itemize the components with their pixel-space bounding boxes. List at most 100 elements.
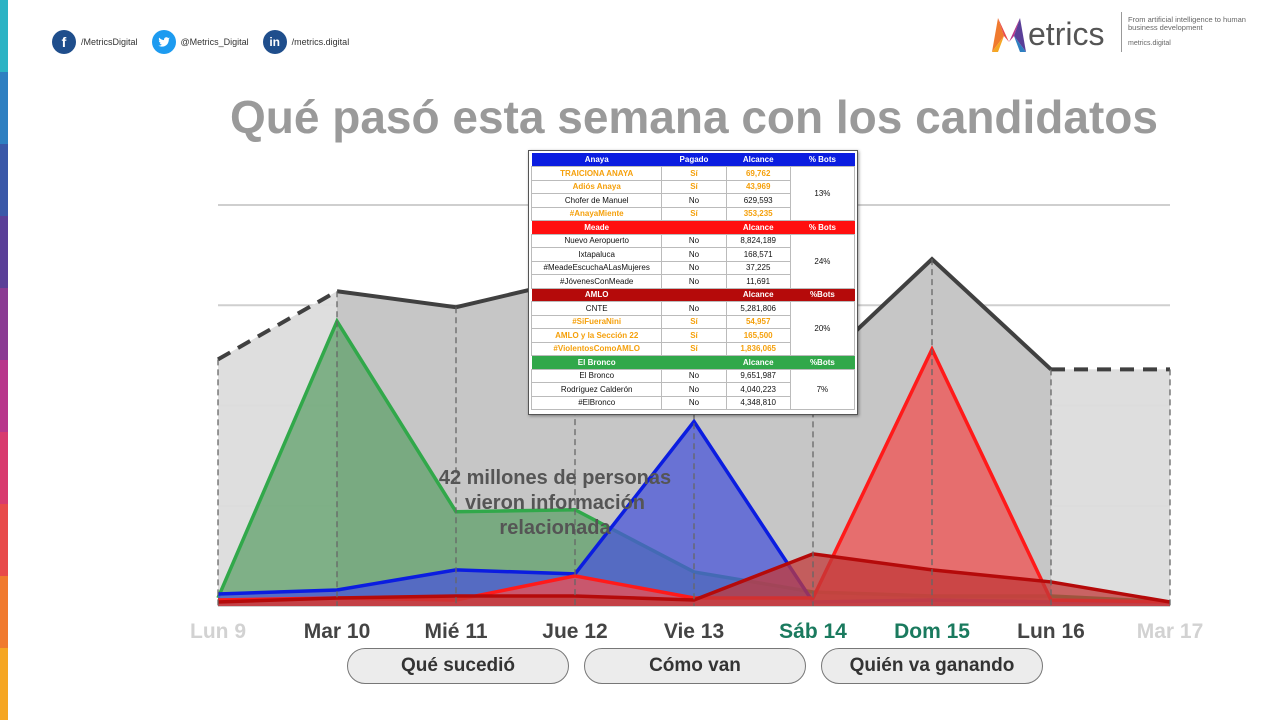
table-cell-alcance: 353,235: [725, 206, 791, 221]
table-cell-name: #ViolentosComoAMLO: [530, 341, 663, 356]
table-header-anaya: Anaya Pagado Alcance% Bots: [531, 153, 855, 167]
table-header-cell: AMLO: [531, 288, 662, 302]
que-sucedio-button[interactable]: Qué sucedió: [347, 648, 569, 684]
page-title: Qué pasó esta semana con los candidatos: [0, 90, 1280, 144]
table-header-bronco: El Bronco Alcance %Bots: [531, 355, 855, 369]
table-header-cell: Anaya: [531, 153, 662, 167]
table-cell-alcance: 37,225: [725, 260, 791, 275]
logo-wordmark: etrics: [1028, 16, 1105, 52]
table-row: Chofer de Manuel No 629,593: [530, 193, 855, 208]
table-cell-alcance: 1,836,065: [725, 341, 791, 356]
table-cell-pagado: No: [661, 382, 727, 397]
table-cell-name: Chofer de Manuel: [530, 193, 663, 208]
page-title-text: Qué pasó esta semana con los candidatos: [230, 91, 1158, 143]
metrics-logo: etrics From artificial intelligence to h…: [990, 12, 1250, 58]
facebook-handle: /MetricsDigital: [81, 37, 138, 47]
table-row: TRAICIONA ANAYA Sí 69,762 13%: [530, 166, 856, 221]
table-row: El Bronco No 9,651,987 7%: [530, 368, 856, 410]
day-label: Sáb 14: [779, 620, 847, 643]
table-header-cell: %Bots: [790, 355, 855, 369]
table-header-cell: [661, 220, 727, 234]
day-label: Lun 16: [1017, 620, 1085, 643]
table-cell-pagado: Sí: [661, 314, 727, 329]
table-cell-alcance: 11,691: [725, 274, 791, 289]
table-cell-name: #AnayaMiente: [530, 206, 663, 221]
table-row: #ElBronco No 4,348,810: [530, 395, 855, 410]
table-cell-name: Nuevo Aeropuerto: [530, 233, 663, 248]
table-cell-alcance: 54,957: [725, 314, 791, 329]
social-links: f /MetricsDigital @Metrics_Digital in /m…: [52, 30, 363, 54]
table-cell-bots: 7%: [789, 368, 856, 410]
table-row: #MeadeEscuchaALasMujeres No 37,225: [530, 260, 855, 275]
table-cell-pagado: No: [661, 395, 727, 410]
como-van-button[interactable]: Cómo van: [584, 648, 806, 684]
table-cell-name: AMLO y la Sección 22: [530, 328, 663, 343]
table-cell-pagado: No: [661, 274, 727, 289]
table-cell-pagado: No: [661, 260, 727, 275]
table-row: #SiFueraNini Sí 54,957: [530, 314, 855, 329]
reach-summary: 42 millones de personas vieron informaci…: [420, 466, 690, 541]
color-strip: [0, 0, 8, 720]
day-label: Lun 9: [190, 620, 246, 643]
table-row: #JóvenesConMeade No 11,691: [530, 274, 855, 289]
logo-url: metrics.digital: [1128, 40, 1171, 47]
table-cell-alcance: 43,969: [725, 179, 791, 194]
table-cell-name: Rodríguez Calderón: [530, 382, 663, 397]
candidates-table: Anaya Pagado Alcance% Bots TRAICIONA ANAYA S…: [528, 150, 858, 415]
table-cell-alcance: 4,040,223: [725, 382, 791, 397]
reach-summary-line-1: 42 millones de personas: [438, 467, 672, 489]
table-cell-alcance: 165,500: [725, 328, 791, 343]
table-row: CNTE No 5,281,806 20%: [530, 301, 856, 356]
table-cell-name: El Bronco: [530, 368, 663, 383]
table-header-cell: % Bots: [790, 153, 855, 167]
twitter-link[interactable]: @Metrics_Digital: [151, 30, 249, 54]
table-cell-bots: 13%: [789, 166, 856, 221]
area-bronco: [218, 321, 1170, 606]
table-cell-alcance: 69,762: [725, 166, 791, 181]
table-cell-alcance: 4,348,810: [725, 395, 791, 410]
table-row: Ixtapaluca No 168,571: [530, 247, 855, 262]
table-cell-alcance: 168,571: [725, 247, 791, 262]
table-row: Nuevo Aeropuerto No 8,824,189 24%: [530, 233, 856, 289]
day-label: Mar 10: [303, 620, 371, 643]
day-label: Vie 13: [663, 620, 725, 643]
table-cell-pagado: No: [661, 301, 727, 316]
twitter-icon: [151, 30, 176, 54]
table-row: #ViolentosComoAMLO Sí 1,836,065: [530, 341, 855, 356]
table-header-cell: Alcance: [726, 288, 791, 302]
table-header-meade: Meade Alcance% Bots: [531, 220, 855, 234]
facebook-icon: f: [52, 30, 76, 54]
table-header-cell: %Bots: [790, 288, 855, 302]
table-cell-name: #SiFueraNini: [530, 314, 663, 329]
table-cell-name: #ElBronco: [530, 395, 663, 410]
logo-tagline: From artificial intelligence to human bu…: [1128, 15, 1246, 32]
table-header-cell: [661, 355, 727, 369]
table-header-cell: Alcance: [726, 355, 791, 369]
reach-summary-line-2: vieron información: [464, 492, 646, 514]
facebook-link[interactable]: f /MetricsDigital: [52, 30, 138, 54]
table-cell-name: TRAICIONA ANAYA: [530, 166, 663, 181]
line-amlo: [217, 552, 1171, 604]
table-cell-name: #MeadeEscuchaALasMujeres: [530, 260, 663, 275]
metrics-m-mark-icon: [992, 18, 1026, 52]
table-cell-name: #JóvenesConMeade: [530, 274, 663, 289]
linkedin-link[interactable]: in /metrics.digital: [262, 30, 349, 54]
quien-va-ganando-button[interactable]: Quién va ganando: [821, 648, 1043, 684]
table-row: Rodríguez Calderón No 4,040,223: [530, 382, 855, 397]
table-cell-pagado: No: [661, 233, 727, 248]
table-cell-pagado: Sí: [661, 341, 727, 356]
table-header-cell: Meade: [531, 220, 662, 234]
table-cell-bots: 20%: [789, 301, 856, 356]
table-row: Adiós Anaya Sí 43,969: [530, 179, 855, 194]
day-label: Mar 17: [1136, 620, 1204, 643]
table-cell-name: Adiós Anaya: [530, 179, 663, 194]
table-header-cell: % Bots: [790, 220, 855, 234]
table-cell-alcance: 8,824,189: [725, 233, 791, 248]
day-label: Jue 12: [542, 620, 608, 643]
table-header-cell: Alcance: [726, 153, 791, 167]
logo-separator: [1121, 12, 1122, 52]
table-cell-bots: 24%: [789, 233, 856, 289]
table-header-cell: Alcance: [726, 220, 791, 234]
table-row: #AnayaMiente Sí 353,235: [530, 206, 855, 221]
